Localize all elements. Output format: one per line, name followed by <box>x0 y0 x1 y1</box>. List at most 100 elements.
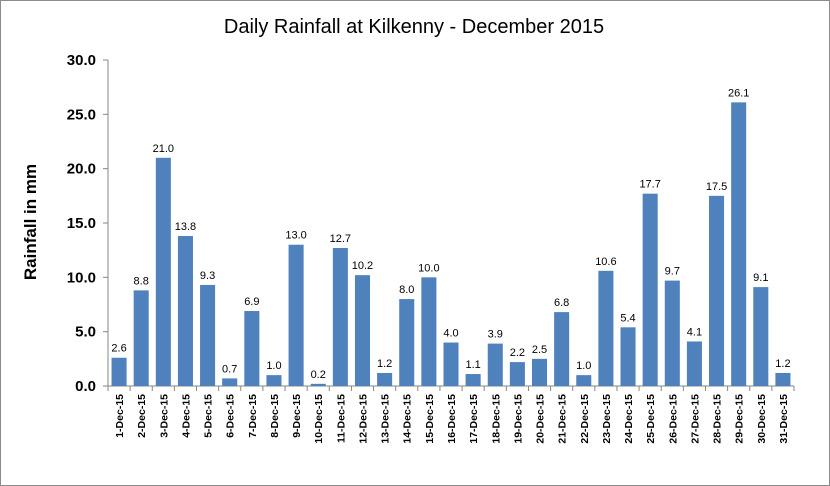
y-tick-label: 25.0 <box>67 106 96 123</box>
bar <box>509 362 525 386</box>
data-label: 8.0 <box>399 284 414 296</box>
x-tick-label: 5-Dec-15 <box>203 394 215 438</box>
bar <box>620 327 636 386</box>
data-label: 4.1 <box>687 326 702 338</box>
bar <box>731 102 747 386</box>
x-tick-label: 4-Dec-15 <box>180 394 192 438</box>
data-label: 1.2 <box>377 358 392 370</box>
x-tick-label: 24-Dec-15 <box>623 394 635 444</box>
data-label: 13.0 <box>285 230 306 242</box>
bar <box>266 375 282 386</box>
bar <box>133 290 149 386</box>
y-tick-label: 10.0 <box>67 269 96 286</box>
x-tick-label: 1-Dec-15 <box>114 394 126 438</box>
x-tick-label: 3-Dec-15 <box>158 394 170 438</box>
x-tick-label: 21-Dec-15 <box>557 394 569 444</box>
bar <box>200 284 216 386</box>
y-tick-label: 0.0 <box>75 378 96 395</box>
x-tick-label: 20-Dec-15 <box>535 394 547 444</box>
data-label: 4.0 <box>443 328 458 340</box>
data-label: 10.2 <box>352 260 373 272</box>
data-label: 1.2 <box>775 358 790 370</box>
x-tick-label: 13-Dec-15 <box>380 394 392 444</box>
data-label: 9.3 <box>200 270 215 282</box>
data-label: 9.1 <box>753 272 768 284</box>
bar <box>531 358 548 386</box>
bar <box>222 378 238 386</box>
x-tick-label: 31-Dec-15 <box>778 394 790 444</box>
data-label: 17.7 <box>639 179 660 191</box>
data-label: 0.2 <box>311 369 326 381</box>
bar <box>465 374 481 386</box>
bar <box>554 312 570 386</box>
bar <box>443 342 459 386</box>
bar <box>377 372 393 386</box>
data-label: 12.7 <box>330 233 351 245</box>
bar <box>111 357 127 386</box>
bar <box>421 277 437 386</box>
x-tick-label: 28-Dec-15 <box>712 394 724 444</box>
bar <box>177 236 193 386</box>
x-tick-label: 15-Dec-15 <box>424 394 436 444</box>
x-tick-label: 17-Dec-15 <box>468 394 480 444</box>
x-tick-label: 16-Dec-15 <box>446 394 458 444</box>
x-tick-label: 6-Dec-15 <box>225 394 237 438</box>
data-label: 3.9 <box>488 329 503 341</box>
bar <box>775 372 791 386</box>
bar <box>244 311 260 386</box>
bar <box>155 157 171 386</box>
bar <box>709 195 725 386</box>
data-label: 9.7 <box>665 266 680 278</box>
bar <box>310 383 326 386</box>
x-tick-label: 12-Dec-15 <box>357 394 369 444</box>
data-label: 13.8 <box>175 221 196 233</box>
data-label: 8.8 <box>134 275 149 287</box>
x-tick-label: 10-Dec-15 <box>313 394 325 444</box>
data-label: 0.7 <box>222 363 237 375</box>
y-tick-label: 15.0 <box>67 215 96 232</box>
x-tick-label: 30-Dec-15 <box>756 394 768 444</box>
data-label: 10.0 <box>418 262 439 274</box>
data-label: 17.5 <box>706 181 727 193</box>
data-label: 1.0 <box>266 360 281 372</box>
bar <box>664 280 680 386</box>
y-axis-label: Rainfall in mm <box>21 164 40 280</box>
x-tick-label: 7-Dec-15 <box>247 394 259 438</box>
x-tick-label: 11-Dec-15 <box>335 394 347 443</box>
bar <box>354 275 371 386</box>
data-label: 2.6 <box>111 343 126 355</box>
data-label: 1.0 <box>576 360 591 372</box>
x-tick-label: 23-Dec-15 <box>601 394 613 444</box>
chart-title: Daily Rainfall at Kilkenny - December 20… <box>224 16 604 38</box>
x-tick-label: 22-Dec-15 <box>579 394 591 444</box>
y-tick-label: 30.0 <box>67 52 96 69</box>
data-label: 26.1 <box>728 87 749 99</box>
x-tick-label: 26-Dec-15 <box>667 394 679 444</box>
data-label: 1.1 <box>465 359 480 371</box>
data-label: 2.2 <box>510 347 525 359</box>
x-tick-label: 29-Dec-15 <box>734 394 746 444</box>
x-tick-label: 27-Dec-15 <box>689 394 701 444</box>
bar <box>288 244 304 386</box>
bar <box>399 299 415 386</box>
bar <box>753 287 769 386</box>
plot-area: 0.0 5.0 10.0 15.0 20.0 25.0 30.0 2.6 1-Dec-15 8.8… <box>67 52 795 444</box>
bar <box>332 247 348 386</box>
data-label: 10.6 <box>595 256 616 268</box>
bar <box>642 193 658 386</box>
x-tick-label: 25-Dec-15 <box>645 394 657 444</box>
bar <box>686 341 702 386</box>
data-label: 2.5 <box>532 344 547 356</box>
data-label: 21.0 <box>153 143 174 155</box>
y-tick-label: 20.0 <box>67 161 96 178</box>
bar <box>576 375 592 386</box>
data-label: 6.9 <box>244 296 259 308</box>
x-tick-label: 8-Dec-15 <box>269 394 281 438</box>
x-tick-label: 2-Dec-15 <box>136 394 148 438</box>
bar <box>487 343 503 386</box>
bar <box>598 270 614 386</box>
data-label: 6.8 <box>554 297 569 309</box>
x-tick-label: 9-Dec-15 <box>291 394 303 438</box>
